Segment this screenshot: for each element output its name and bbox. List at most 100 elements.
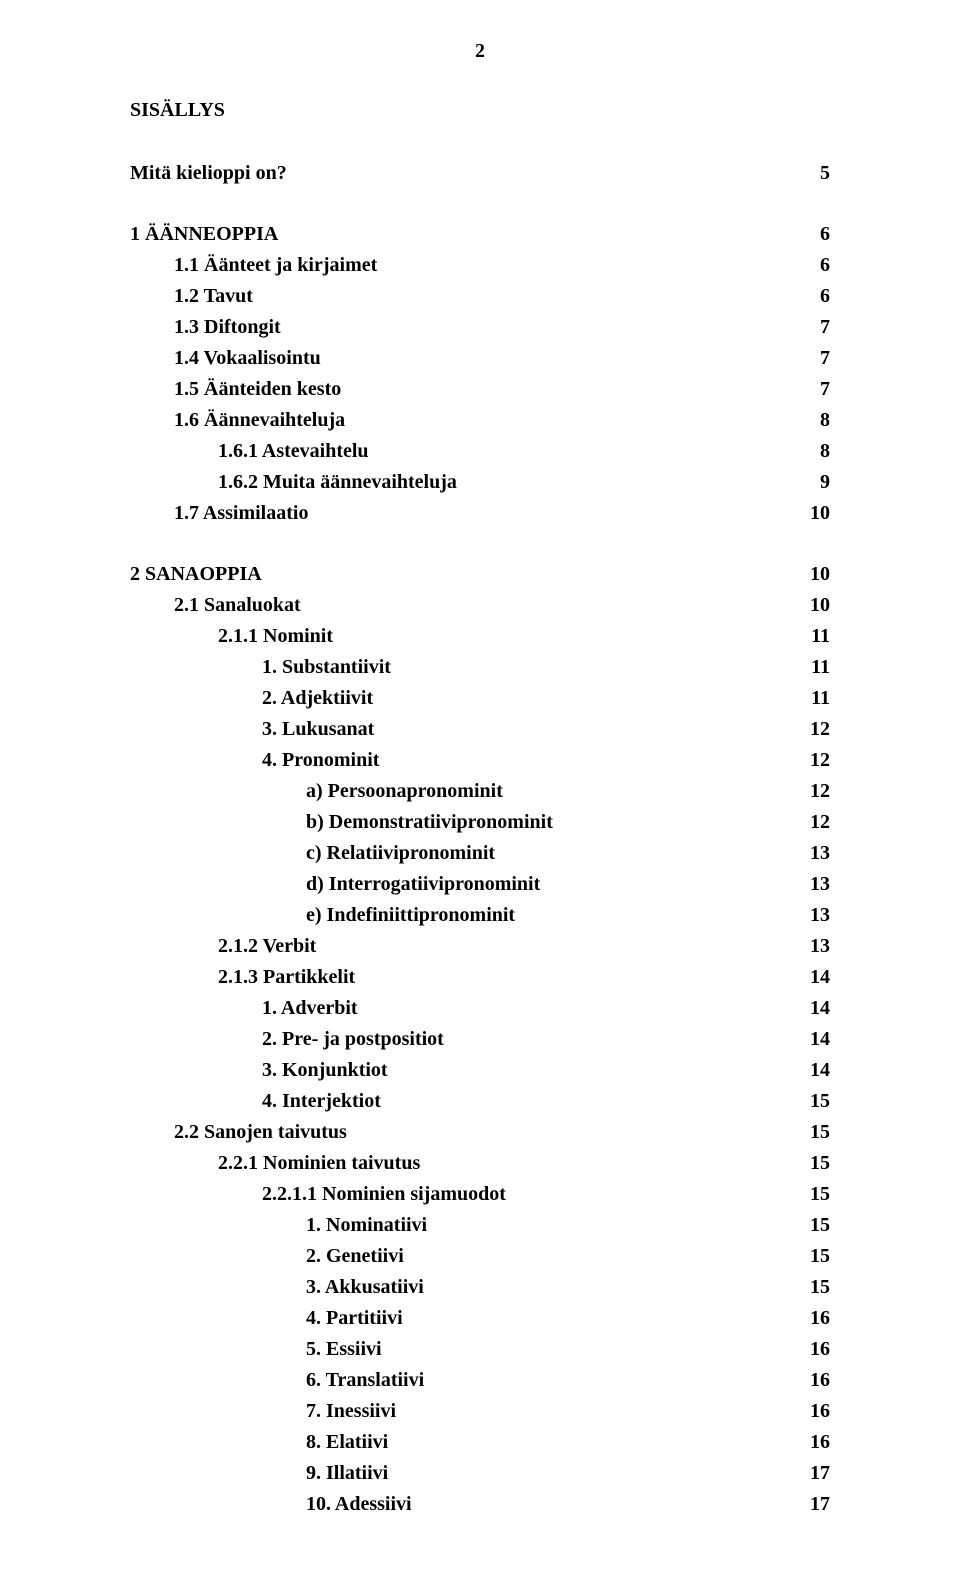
toc-entry-label: 5. Essiivi	[130, 1334, 382, 1365]
toc-entry-label: 1. Nominatiivi	[130, 1210, 427, 1241]
toc-entry: 2.1 Sanaluokat 10	[130, 590, 830, 621]
toc-entry-label: 2.1 Sanaluokat	[130, 590, 301, 621]
toc-entry: 1 ÄÄNNEOPPIA 6	[130, 219, 830, 250]
toc-entry-page: 13	[798, 838, 830, 869]
toc-entry-label: 10. Adessiivi	[130, 1489, 412, 1520]
toc-entry-page: 14	[798, 1055, 830, 1086]
toc-entry-page: 11	[799, 683, 830, 714]
toc-entry: 2.1.2 Verbit13	[130, 931, 830, 962]
toc-entry: c) Relatiivipronominit13	[130, 838, 830, 869]
toc-entry-label: 2. Adjektiivit	[130, 683, 373, 714]
toc-entry-page: 10	[798, 590, 830, 621]
toc-entry-page: 15	[798, 1148, 830, 1179]
toc-entry-label: e) Indefiniittipronominit	[130, 900, 515, 931]
toc-entry: 5. Essiivi 16	[130, 1334, 830, 1365]
toc-entry-label: 4. Pronominit	[130, 745, 379, 776]
toc-entry: 1. Nominatiivi 15	[130, 1210, 830, 1241]
toc-entry: 2.1.3 Partikkelit14	[130, 962, 830, 993]
toc-entry-label: 1. Adverbit	[130, 993, 358, 1024]
toc-entry: 2.1.1 Nominit11	[130, 621, 830, 652]
toc-entry-page: 15	[798, 1086, 830, 1117]
toc-entry-page: 7	[808, 343, 830, 374]
toc-entry-label: 2.2 Sanojen taivutus	[130, 1117, 347, 1148]
toc-entry-label: d) Interrogatiivipronominit	[130, 869, 540, 900]
toc-entry: 1.6 Äännevaihteluja8	[130, 405, 830, 436]
toc-entry-page: 14	[798, 993, 830, 1024]
toc-entry-label: 1.4 Vokaalisointu	[130, 343, 321, 374]
toc-entry: 1.3 Diftongit 7	[130, 312, 830, 343]
toc-entry-page: 6	[808, 281, 830, 312]
toc-entry-page: 16	[798, 1427, 830, 1458]
toc-entry: 2. Pre- ja postpositiot 14	[130, 1024, 830, 1055]
toc-entry-page: 16	[798, 1334, 830, 1365]
toc-entry-label: 4. Interjektiot	[130, 1086, 381, 1117]
toc-entry: 7. Inessiivi 16	[130, 1396, 830, 1427]
toc-entry-page: 6	[808, 250, 830, 281]
toc-entry: 4. Interjektiot 15	[130, 1086, 830, 1117]
toc-entry-page: 7	[808, 312, 830, 343]
toc-entry: 1.5 Äänteiden kesto 7	[130, 374, 830, 405]
toc-entry-page: 14	[798, 1024, 830, 1055]
toc-entry-page: 8	[808, 405, 830, 436]
toc-entry-label: a) Persoonapronominit	[130, 776, 503, 807]
toc-entry-label: 1.7 Assimilaatio	[130, 498, 308, 529]
toc-entry: d) Interrogatiivipronominit13	[130, 869, 830, 900]
toc-entry-page: 16	[798, 1303, 830, 1334]
toc-entry-label: 2.1.1 Nominit	[130, 621, 333, 652]
toc-entry-label: 2.2.1.1 Nominien sijamuodot	[130, 1179, 506, 1210]
toc-entry-label: 2. Pre- ja postpositiot	[130, 1024, 444, 1055]
toc-entry-label: 2.1.3 Partikkelit	[130, 962, 355, 993]
toc-entry-label: 8. Elatiivi	[130, 1427, 388, 1458]
toc-entry: 3. Lukusanat12	[130, 714, 830, 745]
toc-entry-page: 9	[808, 467, 830, 498]
toc-entry-page: 16	[798, 1365, 830, 1396]
toc-entry: Mitä kielioppi on?5	[130, 158, 830, 189]
toc-entry: 4. Pronominit 12	[130, 745, 830, 776]
toc-entry: 2 SANAOPPIA 10	[130, 559, 830, 590]
toc-entry-label: 1.3 Diftongit	[130, 312, 281, 343]
toc-entry-page: 17	[798, 1458, 830, 1489]
toc-entry-label: 3. Lukusanat	[130, 714, 374, 745]
toc-entry-label: 2 SANAOPPIA	[130, 559, 262, 590]
toc-entry-page: 12	[798, 745, 830, 776]
toc-entry: 8. Elatiivi 16	[130, 1427, 830, 1458]
toc-entry-page: 15	[798, 1117, 830, 1148]
toc-entry: 2.2.1 Nominien taivutus 15	[130, 1148, 830, 1179]
toc-entry-label: 1.5 Äänteiden kesto	[130, 374, 341, 405]
toc-entry-label: 3. Akkusatiivi	[130, 1272, 424, 1303]
toc-entry-page: 12	[798, 776, 830, 807]
toc-entry-page: 11	[799, 652, 830, 683]
toc-entry-page: 7	[808, 374, 830, 405]
toc-entry-page: 10	[798, 498, 830, 529]
toc-entry-page: 15	[798, 1210, 830, 1241]
toc-entry-page: 17	[798, 1489, 830, 1520]
toc-entry-label: b) Demonstratiivipronominit	[130, 807, 553, 838]
toc-title: SISÄLLYS	[130, 99, 830, 122]
toc-entry: 9. Illatiivi17	[130, 1458, 830, 1489]
toc-entry: 2.2.1.1 Nominien sijamuodot 15	[130, 1179, 830, 1210]
toc-entry-label: 2.1.2 Verbit	[130, 931, 316, 962]
toc-entry: 1.4 Vokaalisointu 7	[130, 343, 830, 374]
toc-entry-label: Mitä kielioppi on?	[130, 158, 287, 189]
toc-entry-label: 1.6.2 Muita äännevaihteluja	[130, 467, 457, 498]
toc-entry: 2. Adjektiivit 11	[130, 683, 830, 714]
toc-entry-label: 1 ÄÄNNEOPPIA	[130, 219, 278, 250]
toc-entry: 1. Adverbit 14	[130, 993, 830, 1024]
toc-entry: 3. Konjunktiot14	[130, 1055, 830, 1086]
toc-entry: 2. Genetiivi15	[130, 1241, 830, 1272]
toc-entry-page: 15	[798, 1179, 830, 1210]
toc-entry-label: 2. Genetiivi	[130, 1241, 404, 1272]
toc-entry: 1.2 Tavut6	[130, 281, 830, 312]
toc-entry-page: 16	[798, 1396, 830, 1427]
toc-entry: 4. Partitiivi16	[130, 1303, 830, 1334]
toc-container: Mitä kielioppi on?51 ÄÄNNEOPPIA61.1 Äänt…	[130, 158, 830, 1520]
toc-gap	[130, 189, 830, 219]
toc-entry-label: 7. Inessiivi	[130, 1396, 396, 1427]
toc-entry: 1.7 Assimilaatio 10	[130, 498, 830, 529]
toc-entry-page: 13	[798, 900, 830, 931]
toc-entry-page: 10	[798, 559, 830, 590]
toc-entry-label: 2.2.1 Nominien taivutus	[130, 1148, 420, 1179]
toc-entry-page: 15	[798, 1272, 830, 1303]
toc-entry: 6. Translatiivi16	[130, 1365, 830, 1396]
toc-entry-page: 6	[808, 219, 830, 250]
